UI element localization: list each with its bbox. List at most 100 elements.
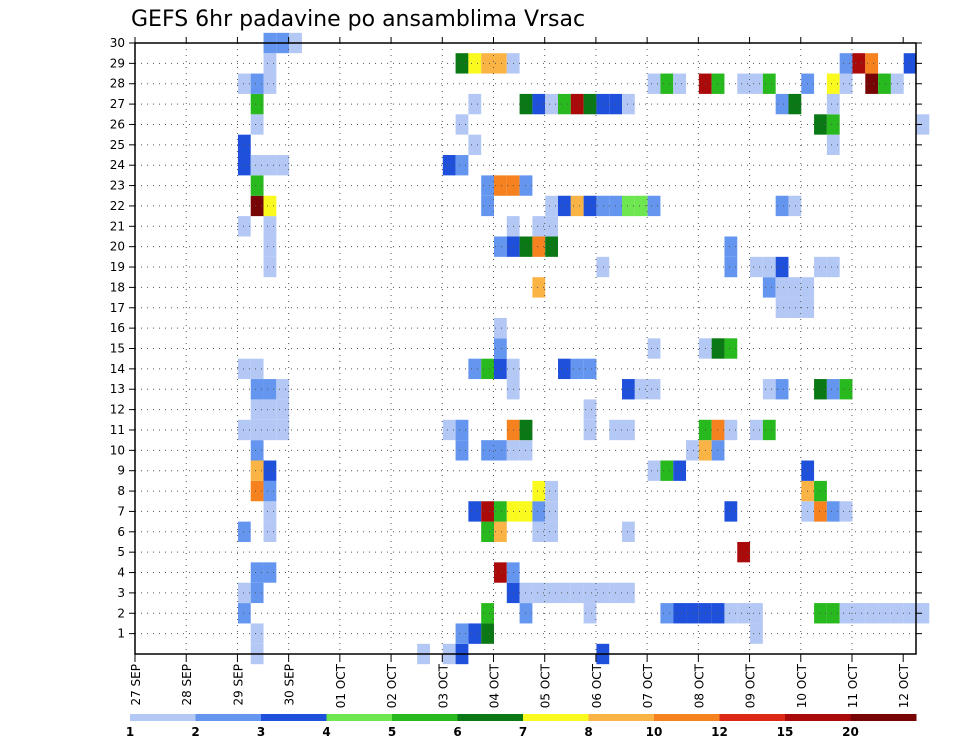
- precip-cell: [647, 338, 661, 359]
- precip-cell: [826, 93, 840, 115]
- precip-cell: [481, 175, 494, 196]
- precip-cell: [724, 501, 738, 522]
- precip-cell: [852, 603, 866, 624]
- precip-cell: [455, 114, 469, 135]
- precip-cell: [647, 73, 661, 94]
- precip-cell: [596, 93, 610, 115]
- precip-cell: [263, 155, 277, 176]
- precip-cell: [673, 73, 687, 94]
- precip-cell: [263, 501, 277, 522]
- x-tick-label: 12 OCT: [897, 663, 911, 708]
- precip-cell: [762, 419, 776, 441]
- legend-swatch: [588, 714, 655, 721]
- precip-cell: [583, 419, 597, 441]
- precip-cell: [775, 297, 789, 318]
- precip-cell: [622, 419, 635, 441]
- y-tick-label: 10: [110, 443, 125, 457]
- precip-cell: [250, 358, 264, 380]
- precip-cell: [673, 603, 687, 624]
- x-tick-label: 03 OCT: [436, 663, 450, 708]
- y-tick-label: 7: [117, 504, 125, 518]
- precip-cell: [545, 236, 559, 257]
- precip-cell: [250, 379, 264, 400]
- y-tick-label: 11: [110, 423, 125, 437]
- x-axis: 27 SEP 28 SEP 29 SEP 30 SEP 01 OCT 02 OCT 03 O…: [129, 37, 911, 708]
- precip-cell: [711, 338, 725, 359]
- x-tick-label: 08 OCT: [692, 663, 706, 708]
- precip-cell: [826, 256, 840, 278]
- precip-cell: [737, 541, 751, 563]
- precip-cell: [583, 93, 597, 115]
- precip-cell: [775, 93, 789, 115]
- precip-cell: [532, 216, 546, 237]
- legend-label: 15: [777, 725, 794, 739]
- precip-cell: [237, 134, 251, 156]
- y-tick-label: 27: [110, 97, 125, 111]
- precip-cell: [250, 419, 264, 441]
- legend-swatch: [261, 714, 327, 721]
- precip-cell: [532, 236, 546, 257]
- precip-cell: [468, 358, 482, 380]
- legend-swatch: [719, 714, 786, 721]
- precip-cell: [545, 521, 559, 542]
- precip-cell: [634, 379, 648, 400]
- precip-cell: [762, 277, 776, 298]
- precip-cell: [455, 53, 469, 74]
- precip-cell: [558, 195, 571, 217]
- y-tick-label: 12: [110, 403, 125, 417]
- y-tick-label: 17: [110, 301, 125, 315]
- precip-cell: [750, 256, 763, 278]
- precip-cell: [814, 501, 827, 522]
- precip-cell: [276, 155, 290, 176]
- precip-cell: [237, 603, 251, 624]
- precip-cell: [250, 73, 264, 94]
- y-tick-label: 30: [110, 36, 125, 50]
- precip-cell: [865, 53, 879, 74]
- legend-swatch: [850, 714, 917, 721]
- legend-swatch: [785, 714, 851, 721]
- precip-cell: [724, 256, 738, 278]
- precip-cell: [750, 623, 763, 644]
- legend-swatch: [654, 714, 720, 721]
- precip-cell: [545, 195, 559, 217]
- precip-cell: [455, 419, 469, 441]
- precip-cell: [263, 256, 277, 278]
- precip-cell: [493, 440, 507, 461]
- precip-cell: [826, 134, 840, 156]
- x-tick-label: 06 OCT: [590, 663, 604, 708]
- precip-cell: [775, 379, 789, 400]
- precip-cell: [468, 134, 482, 156]
- precip-cell: [263, 460, 277, 481]
- precip-cell: [276, 419, 290, 441]
- precip-cell: [237, 73, 251, 94]
- legend-swatch: [130, 714, 196, 721]
- precip-cell: [570, 195, 584, 217]
- precip-cell: [468, 623, 482, 644]
- precip-cell: [865, 603, 879, 624]
- precip-cell: [468, 501, 482, 522]
- precip-cell: [737, 603, 751, 624]
- y-tick-label: 15: [110, 342, 125, 356]
- precip-cell: [455, 623, 469, 644]
- y-tick-label: 18: [110, 280, 125, 294]
- precip-cell: [903, 603, 917, 624]
- precip-cell: [724, 603, 738, 624]
- precip-cell: [622, 582, 635, 604]
- precip-cell: [673, 460, 687, 481]
- precip-cell: [622, 521, 635, 542]
- color-legend: 1 2 3 4 5 6 7 8 10 12 15 20: [126, 714, 917, 739]
- precip-cell: [660, 460, 674, 481]
- precip-cell: [916, 114, 930, 135]
- precip-cell: [493, 562, 507, 583]
- y-tick-label: 23: [110, 179, 125, 193]
- legend-label: 3: [257, 725, 265, 739]
- precip-cell: [545, 480, 559, 502]
- precip-cell: [493, 175, 507, 196]
- precip-cell: [788, 297, 802, 318]
- precip-cell: [532, 277, 546, 298]
- legend-label: 12: [711, 725, 728, 739]
- precip-cell: [596, 256, 610, 278]
- precip-cell: [583, 603, 597, 624]
- precip-cell: [237, 216, 251, 237]
